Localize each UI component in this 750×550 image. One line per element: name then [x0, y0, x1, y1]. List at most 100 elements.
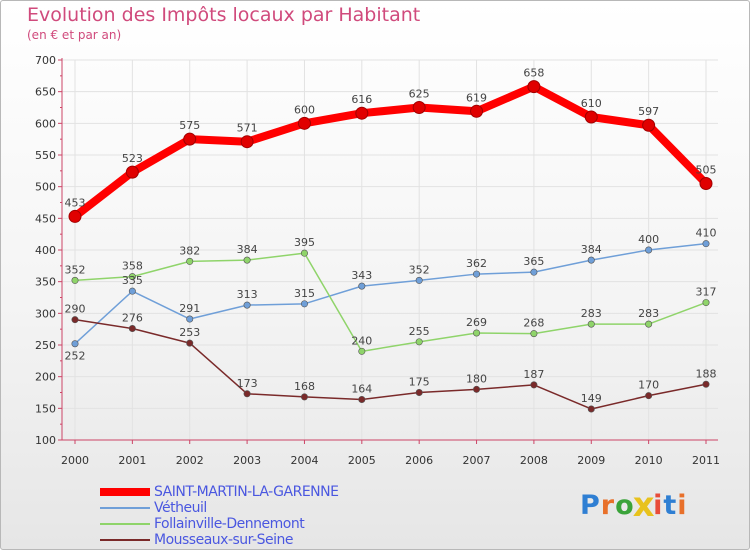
data-label: 384 [581, 243, 602, 256]
legend-item: Mousseaux-sur-Seine [100, 532, 338, 548]
logo-letter: t [663, 490, 678, 521]
legend-label: SAINT-MARTIN-LA-GARENNE [154, 484, 339, 500]
data-label: 453 [65, 196, 86, 209]
y-tick-label: 650 [35, 86, 56, 99]
data-label: 400 [638, 233, 659, 246]
logo-letter: P [580, 490, 601, 521]
data-label: 188 [696, 367, 717, 380]
axes: 100 150 200 250 300 350 400 450 500 550 600 650 700 2… [35, 54, 720, 467]
data-point [702, 299, 710, 307]
data-labels: 252 335 291 313 315 343 352 362 365 384 400 410 352 3… [65, 67, 717, 405]
data-label: 255 [409, 325, 430, 338]
data-label: 610 [581, 97, 602, 110]
data-point [584, 110, 598, 124]
legend-item: Follainville-Dennemont [100, 516, 338, 532]
data-label: 291 [179, 302, 200, 315]
chart-subtitle: (en € et par an) [27, 28, 122, 42]
y-tick-label: 450 [35, 212, 56, 225]
data-label: 240 [351, 334, 372, 347]
data-label: 616 [351, 93, 372, 106]
x-tick-label: 2007 [463, 454, 491, 467]
data-label: 317 [696, 286, 717, 299]
logo-letter: r [600, 490, 616, 521]
x-tick-label: 2008 [520, 454, 548, 467]
x-tick-label: 2004 [290, 454, 318, 467]
grid-lines [62, 59, 718, 440]
legend-label: Follainville-Dennemont [154, 516, 305, 532]
data-point [702, 240, 710, 248]
y-tick-label: 250 [35, 339, 56, 352]
data-label: 173 [237, 377, 258, 390]
logo-letter: i [677, 490, 688, 521]
data-point [645, 246, 653, 254]
x-tick-label: 2011 [692, 454, 720, 467]
x-tick-label: 2001 [118, 454, 146, 467]
data-point [71, 276, 79, 284]
series-line-3 [74, 318, 707, 410]
data-point [128, 273, 136, 281]
data-point [702, 380, 710, 388]
legend-item: Vétheuil [100, 500, 338, 516]
data-label: 571 [237, 122, 258, 135]
legend-swatch [100, 488, 150, 496]
data-label: 252 [65, 350, 86, 363]
data-point [530, 330, 538, 338]
data-label: 523 [122, 152, 143, 165]
data-point [587, 320, 595, 328]
x-tick-label: 2003 [233, 454, 261, 467]
data-point [415, 388, 423, 396]
data-label: 505 [696, 164, 717, 177]
data-label: 283 [581, 307, 602, 320]
legend-label: Vétheuil [154, 500, 207, 516]
data-point [587, 256, 595, 264]
data-label: 164 [351, 382, 372, 395]
data-label: 335 [122, 274, 143, 287]
series-line-2 [74, 252, 707, 353]
data-label: 597 [638, 105, 659, 118]
data-label: 170 [638, 379, 659, 392]
legend-swatch [100, 539, 150, 541]
x-tick-label: 2005 [348, 454, 376, 467]
data-label: 352 [65, 263, 86, 276]
x-tick-label: 2010 [635, 454, 663, 467]
data-point [71, 316, 79, 324]
legend-item: SAINT-MARTIN-LA-GARENNE [100, 484, 339, 500]
x-tick-label: 2002 [176, 454, 204, 467]
data-point [128, 287, 136, 295]
data-label: 575 [179, 119, 200, 132]
data-point [358, 395, 366, 403]
series-line-1 [74, 242, 707, 345]
data-label: 315 [294, 287, 315, 300]
y-tick-label: 700 [35, 54, 56, 67]
data-point [527, 80, 541, 94]
y-tick-label: 350 [35, 276, 56, 289]
data-point [300, 393, 308, 401]
data-point [412, 101, 426, 114]
data-label: 269 [466, 316, 487, 329]
data-point [473, 329, 481, 337]
y-tick-label: 500 [35, 181, 56, 194]
y-tick-label: 200 [35, 371, 56, 384]
series-line-0 [72, 82, 709, 220]
data-label: 365 [523, 255, 544, 268]
data-label: 276 [122, 312, 143, 325]
data-label: 290 [65, 303, 86, 316]
data-point [470, 104, 484, 118]
chart-title: Evolution des Impôts locaux par Habitant [27, 4, 421, 26]
logo-letter: i [653, 490, 664, 521]
data-point [645, 392, 653, 400]
data-label: 168 [294, 380, 315, 393]
data-label: 175 [409, 376, 430, 389]
data-point [530, 268, 538, 276]
data-point [355, 106, 369, 120]
series-lines [68, 80, 713, 413]
data-point [358, 347, 366, 355]
data-point [300, 300, 308, 308]
data-point [473, 385, 481, 393]
data-label: 253 [179, 326, 200, 339]
y-tick-label: 300 [35, 307, 56, 320]
y-tick-label: 600 [35, 117, 56, 130]
data-point [530, 381, 538, 389]
data-label: 149 [581, 392, 602, 405]
logo-letter: o [615, 490, 635, 521]
